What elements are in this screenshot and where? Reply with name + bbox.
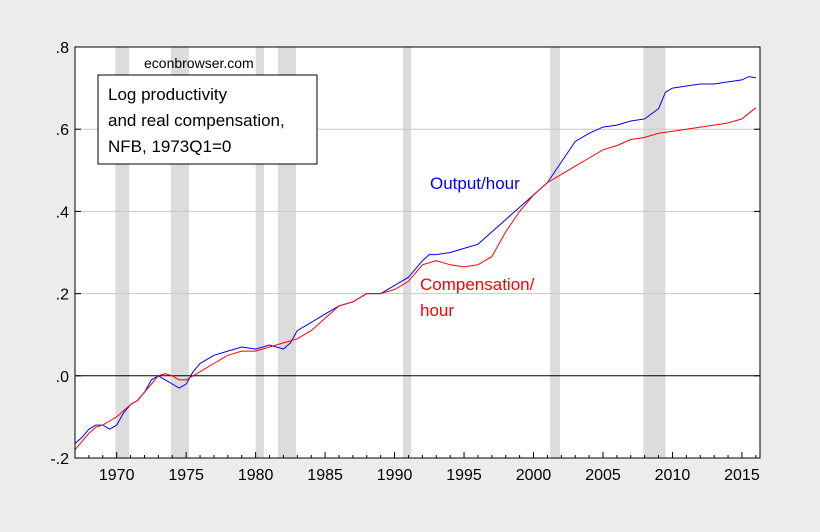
recession-band [550, 47, 560, 458]
series-label-compensation-line-2: hour [420, 301, 454, 320]
y-tick-label: .6 [56, 122, 69, 139]
y-tick-label: .2 [56, 287, 69, 304]
x-tick-label: 2005 [585, 467, 621, 484]
series-line-compensation-hour [74, 107, 757, 451]
title-line-1: Log productivity [108, 85, 228, 104]
x-tick-label: 1970 [99, 467, 135, 484]
title-box: Log productivity and real compensation, … [97, 74, 318, 165]
title-box-frame [97, 74, 318, 165]
plot-frame [74, 46, 761, 459]
x-tick-label: 2010 [655, 467, 691, 484]
series-label-output: Output/hour [430, 174, 520, 193]
x-tick-label: 1980 [238, 467, 274, 484]
y-tick-label: -.2 [50, 451, 69, 468]
title-line-2: and real compensation, [108, 111, 285, 130]
y-tick-label: .4 [56, 204, 69, 221]
x-axis: 1970 1975 1980 1985 1990 1995 2000 2005 2010 2015 [74, 452, 760, 484]
x-tick-label: 1990 [377, 467, 413, 484]
series-lines [74, 76, 757, 451]
recession-band [643, 47, 666, 458]
recession-band [255, 47, 264, 458]
y-tick-label: .0 [56, 369, 69, 386]
source-note: econbrowser.com [144, 55, 254, 71]
series-label-compensation-line-1: Compensation/ [420, 275, 535, 294]
title-line-3: NFB, 1973Q1=0 [108, 137, 231, 156]
y-tick-label: .8 [56, 40, 69, 57]
x-tick-label: 1995 [446, 467, 482, 484]
x-tick-label: 2000 [516, 467, 552, 484]
x-tick-label: 1975 [168, 467, 204, 484]
y-axis: -.2 .0 .2 .4 .6 .8 [50, 40, 760, 468]
recession-band [402, 47, 412, 458]
x-tick-label: 2015 [724, 467, 760, 484]
x-tick-label: 1985 [307, 467, 343, 484]
